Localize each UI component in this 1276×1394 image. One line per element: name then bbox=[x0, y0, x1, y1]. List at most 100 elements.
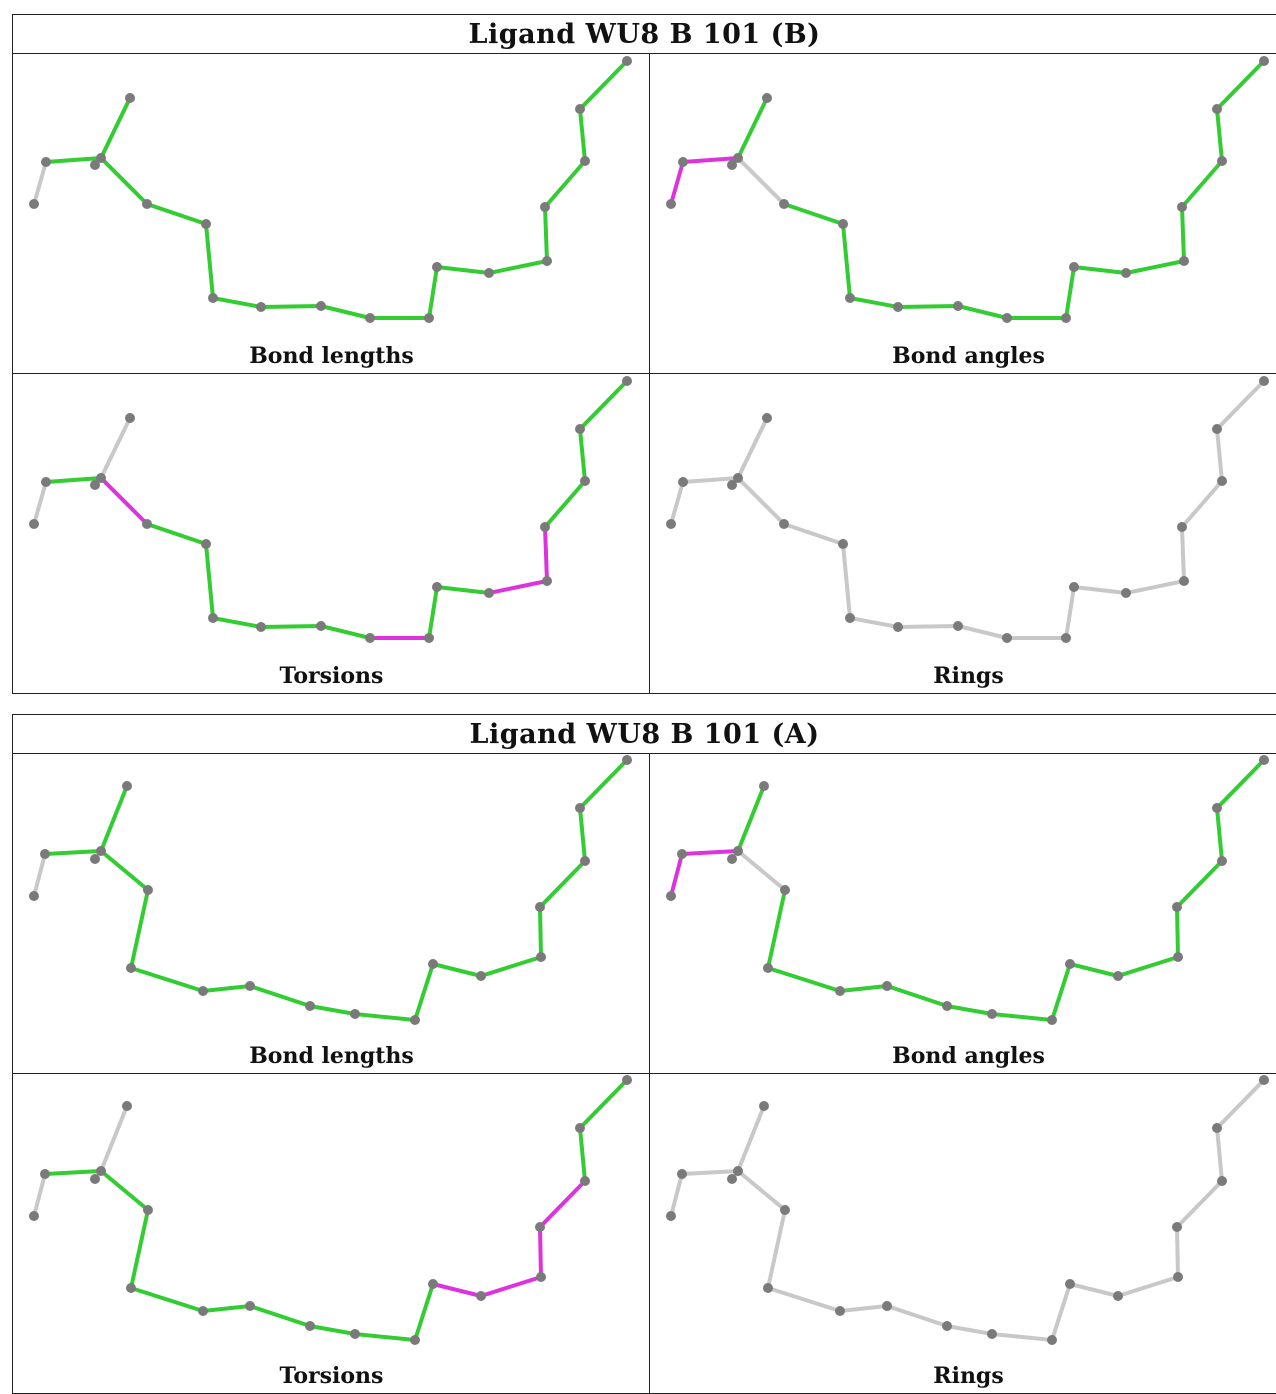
atom bbox=[1121, 588, 1131, 598]
atom bbox=[350, 1009, 360, 1019]
panel-label: Bond angles bbox=[892, 1043, 1045, 1069]
bond bbox=[145, 522, 208, 546]
panel-bond-angles: Bond angles bbox=[650, 754, 1276, 1073]
atom bbox=[942, 1001, 952, 1011]
bond bbox=[1180, 159, 1224, 209]
bond bbox=[145, 202, 208, 226]
panel-torsions: Torsions bbox=[13, 1074, 650, 1393]
atom bbox=[90, 1174, 100, 1184]
atom bbox=[29, 891, 39, 901]
atom bbox=[580, 856, 590, 866]
bond bbox=[413, 1282, 435, 1342]
bond bbox=[945, 1324, 994, 1336]
bond bbox=[259, 304, 323, 309]
bond bbox=[1215, 107, 1224, 163]
atom bbox=[1113, 971, 1123, 981]
bond bbox=[990, 1012, 1054, 1022]
atom bbox=[882, 1301, 892, 1311]
bond bbox=[201, 984, 252, 993]
atom bbox=[40, 849, 50, 859]
atom bbox=[835, 986, 845, 996]
panel-label: Bond angles bbox=[892, 343, 1045, 369]
atom bbox=[122, 781, 132, 791]
atom bbox=[424, 313, 434, 323]
molecule-diagram bbox=[29, 1075, 632, 1345]
bond bbox=[736, 849, 787, 892]
bond bbox=[204, 222, 215, 300]
atom bbox=[536, 952, 546, 962]
atom bbox=[1217, 856, 1227, 866]
bond bbox=[1175, 859, 1224, 909]
atom bbox=[953, 621, 963, 631]
panel-grid: Bond lengths Bond angles Torsions Rings bbox=[13, 754, 1276, 1394]
bond bbox=[1215, 379, 1266, 431]
molecule-diagram bbox=[666, 376, 1269, 643]
bond bbox=[259, 624, 323, 629]
atom bbox=[1259, 376, 1269, 386]
ligand-block-a: Ligand WU8 B 101 (A) Bond lengths Bond a… bbox=[12, 714, 1276, 1394]
atom bbox=[733, 1166, 743, 1176]
bond bbox=[736, 156, 786, 206]
bond bbox=[211, 616, 263, 629]
bond bbox=[885, 984, 949, 1008]
atom bbox=[759, 1101, 769, 1111]
atom bbox=[727, 1174, 737, 1184]
atom bbox=[208, 293, 218, 303]
atom bbox=[727, 854, 737, 864]
atom bbox=[432, 262, 442, 272]
atom bbox=[143, 885, 153, 895]
bond bbox=[129, 966, 205, 993]
atom bbox=[96, 153, 106, 163]
atom bbox=[316, 621, 326, 631]
atom bbox=[365, 633, 375, 643]
bond bbox=[896, 304, 960, 309]
atom bbox=[484, 268, 494, 278]
bond bbox=[782, 522, 845, 546]
atom bbox=[536, 1272, 546, 1282]
bond bbox=[736, 416, 769, 480]
atom bbox=[424, 633, 434, 643]
atom bbox=[1065, 959, 1075, 969]
atom bbox=[90, 480, 100, 490]
bond bbox=[1116, 955, 1180, 978]
bond bbox=[578, 107, 587, 163]
bond bbox=[99, 849, 150, 892]
bond bbox=[848, 296, 900, 309]
atom bbox=[208, 613, 218, 623]
bond bbox=[32, 480, 48, 526]
atom bbox=[666, 519, 676, 529]
atom bbox=[762, 93, 772, 103]
atom bbox=[126, 1283, 136, 1293]
atom bbox=[143, 1205, 153, 1215]
atom bbox=[987, 1329, 997, 1339]
bond bbox=[99, 1169, 150, 1212]
bond bbox=[578, 1078, 629, 1130]
bond bbox=[782, 202, 845, 226]
panel-divider-horizontal bbox=[13, 1073, 1276, 1074]
block-title: Ligand WU8 B 101 (B) bbox=[13, 15, 1276, 54]
atom bbox=[845, 613, 855, 623]
molecule-diagram bbox=[29, 755, 632, 1025]
atom bbox=[1259, 56, 1269, 66]
atom bbox=[41, 477, 51, 487]
atom bbox=[201, 219, 211, 229]
atom bbox=[838, 539, 848, 549]
atom bbox=[305, 1321, 315, 1331]
bond bbox=[736, 96, 769, 160]
bond bbox=[669, 1172, 684, 1218]
bond bbox=[538, 1225, 543, 1279]
atom bbox=[575, 1123, 585, 1133]
panel-grid: Bond lengths Bond angles Torsions Rings bbox=[13, 54, 1276, 694]
panel-divider-vertical bbox=[649, 754, 650, 1394]
atom bbox=[953, 301, 963, 311]
molecule-diagram bbox=[666, 56, 1269, 323]
bond bbox=[44, 476, 103, 484]
bond bbox=[990, 1332, 1054, 1342]
bond bbox=[43, 849, 103, 856]
bond bbox=[838, 984, 889, 993]
bond bbox=[578, 59, 629, 111]
bond bbox=[431, 1282, 483, 1298]
bond bbox=[479, 955, 543, 978]
bond bbox=[766, 888, 787, 970]
atom bbox=[1121, 268, 1131, 278]
